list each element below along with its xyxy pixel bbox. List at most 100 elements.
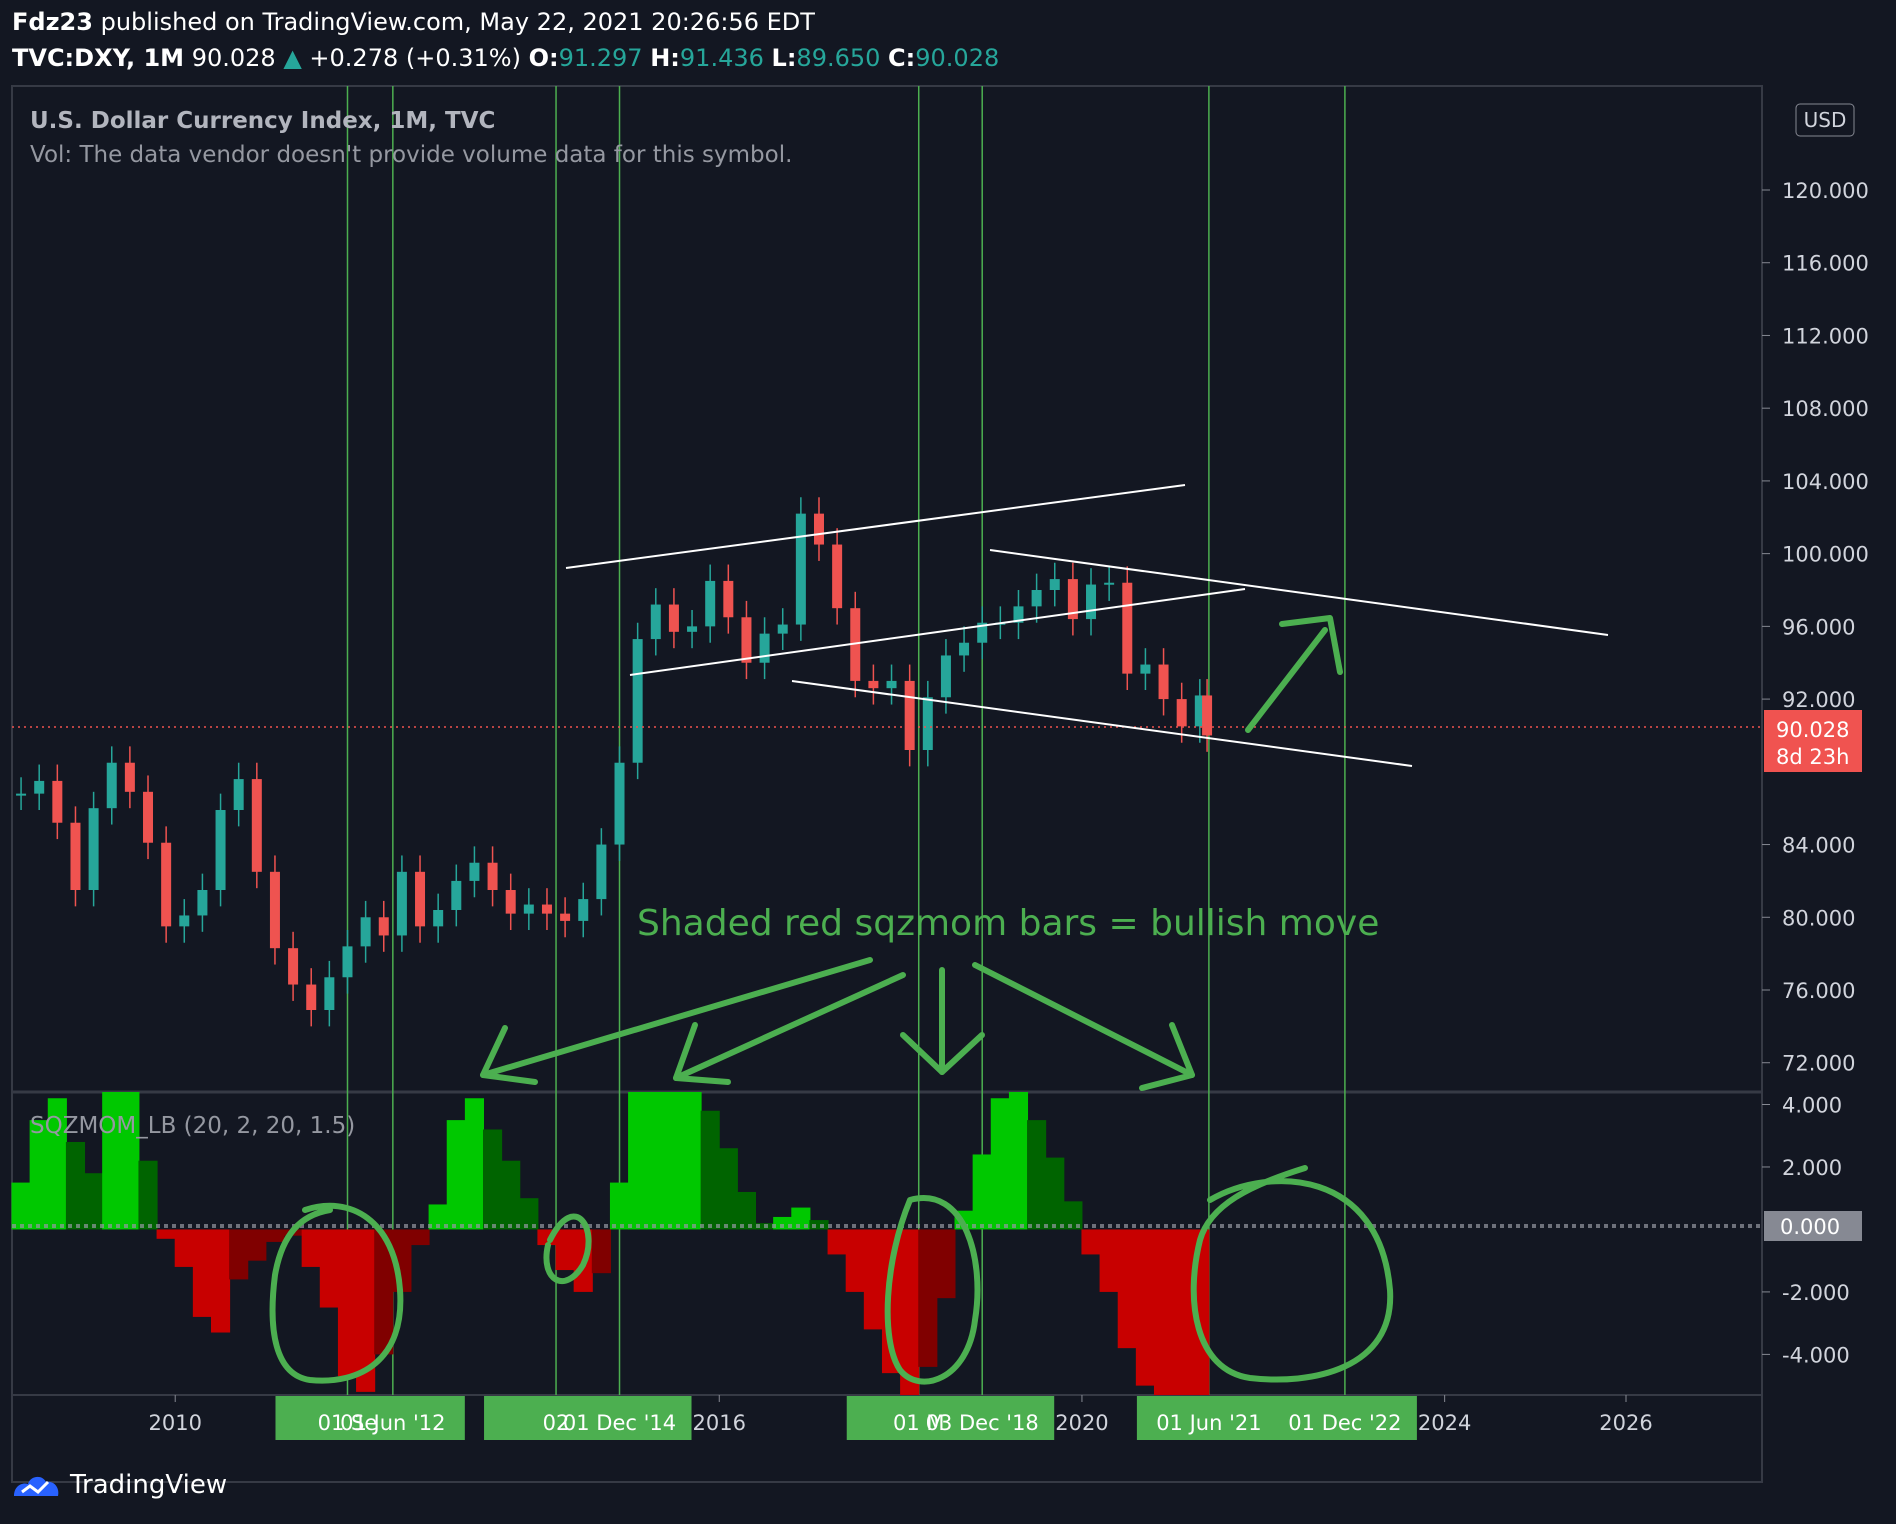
momentum-tick-label: 2.000 bbox=[1782, 1156, 1842, 1180]
momentum-bar bbox=[428, 1204, 448, 1230]
momentum-bar bbox=[1135, 1229, 1155, 1386]
circle-2018 bbox=[884, 1195, 981, 1385]
candle-body bbox=[904, 680, 915, 750]
vertical-green-lines bbox=[346, 86, 1346, 1395]
time-tick-label: 2020 bbox=[1055, 1411, 1108, 1435]
price-tick-label: 120.000 bbox=[1782, 179, 1869, 203]
momentum-bar bbox=[682, 1092, 702, 1230]
time-tick-label: 2016 bbox=[693, 1411, 746, 1435]
circle-2011 bbox=[269, 1202, 404, 1384]
price-tick-label: 72.000 bbox=[1782, 1052, 1855, 1076]
momentum-bar bbox=[863, 1229, 883, 1330]
momentum-bar bbox=[483, 1129, 503, 1230]
candle-body bbox=[1086, 584, 1097, 620]
price-candles bbox=[16, 497, 1213, 1027]
brand-name[interactable]: TradingView bbox=[70, 1470, 228, 1500]
candle-body bbox=[578, 899, 589, 921]
candle-body bbox=[650, 604, 661, 640]
momentum-bar bbox=[791, 1207, 811, 1230]
candle-body bbox=[1049, 579, 1060, 590]
date-badge-1 bbox=[484, 1396, 692, 1440]
low-value: 89.650 bbox=[796, 44, 881, 72]
momentum-bar bbox=[1172, 1229, 1192, 1395]
price-tick-label: 112.000 bbox=[1782, 324, 1869, 348]
momentum-bar bbox=[356, 1229, 376, 1392]
channel-lower-line[interactable] bbox=[629, 588, 1246, 676]
candle-body bbox=[759, 633, 770, 663]
candle-body bbox=[269, 871, 280, 949]
momentum-bar bbox=[1008, 1092, 1029, 1230]
candle-body bbox=[1158, 664, 1169, 700]
momentum-bar bbox=[120, 1092, 140, 1230]
candle-body bbox=[813, 513, 824, 545]
candle-body bbox=[215, 810, 226, 890]
trend-lines bbox=[565, 484, 1609, 767]
close-value: 90.028 bbox=[915, 44, 1000, 72]
candle-body bbox=[415, 871, 426, 927]
time-axis: 2010 2016 2020 2024 2026 bbox=[148, 1395, 1653, 1435]
momentum-bar bbox=[1081, 1229, 1101, 1255]
candle-body bbox=[1013, 606, 1024, 623]
candle-body bbox=[342, 946, 353, 978]
date-badge-label: 01 Se bbox=[318, 1411, 378, 1435]
up-arrow-shaft bbox=[1245, 627, 1328, 733]
last-price-badge-value: 90.028 bbox=[1776, 718, 1849, 742]
momentum-bar bbox=[1045, 1157, 1065, 1230]
momentum-bar bbox=[84, 1173, 104, 1230]
momentum-bar bbox=[446, 1120, 466, 1230]
momentum-bar bbox=[609, 1182, 630, 1230]
candle-body bbox=[34, 780, 45, 794]
time-tick-label: 2024 bbox=[1418, 1411, 1471, 1435]
candle-body bbox=[124, 762, 135, 792]
annotation-text: Shaded red sqzmom bars = bullish move bbox=[637, 903, 1379, 944]
candle-body bbox=[614, 762, 625, 845]
momentum-bar bbox=[591, 1229, 611, 1274]
price-tick-label: 116.000 bbox=[1782, 252, 1869, 276]
chart-frame bbox=[11, 85, 1763, 1483]
candle-body bbox=[16, 793, 27, 796]
price-tick-label: 80.000 bbox=[1782, 906, 1855, 930]
momentum-bar bbox=[464, 1098, 485, 1230]
time-tick-label: 2026 bbox=[1599, 1411, 1652, 1435]
high-value: 91.436 bbox=[679, 44, 764, 72]
candle-body bbox=[1122, 582, 1133, 674]
date-badge-2 bbox=[846, 1396, 1055, 1440]
currency-badge[interactable] bbox=[1795, 103, 1855, 137]
volume-note: Vol: The data vendor doesn't provide vol… bbox=[30, 142, 792, 168]
candle-body bbox=[1031, 590, 1042, 607]
momentum-bar bbox=[501, 1160, 521, 1230]
zero-badge bbox=[1764, 1211, 1862, 1241]
countdown-label: 8d 23h bbox=[1776, 745, 1849, 769]
arrowhead-2014 bbox=[673, 1022, 731, 1085]
candle-body bbox=[1140, 664, 1151, 674]
author-name[interactable]: Fdz23 bbox=[12, 8, 93, 36]
date-badge-label: 03 Dec '18 bbox=[926, 1411, 1039, 1435]
candle-body bbox=[288, 948, 299, 985]
momentum-bar bbox=[827, 1229, 847, 1255]
low-label: L: bbox=[771, 44, 797, 72]
candle-body bbox=[52, 780, 63, 823]
price-tick-label: 76.000 bbox=[1782, 979, 1855, 1003]
channel-upper-line[interactable] bbox=[565, 484, 1186, 569]
date-badge-label: 01 M bbox=[893, 1411, 945, 1435]
candle-body bbox=[396, 871, 407, 936]
candle-body bbox=[70, 822, 81, 890]
candle-body bbox=[777, 624, 788, 634]
candle-body bbox=[596, 844, 607, 900]
tradingview-logo-icon[interactable] bbox=[12, 1470, 62, 1500]
candle-body bbox=[360, 917, 371, 947]
momentum-bar bbox=[29, 1120, 49, 1230]
momentum-tick-label: -2.000 bbox=[1782, 1281, 1850, 1305]
momentum-bar bbox=[374, 1229, 394, 1355]
down-channel-lower-line[interactable] bbox=[791, 680, 1413, 767]
down-channel-upper-line[interactable] bbox=[989, 549, 1609, 636]
momentum-bar bbox=[1153, 1229, 1174, 1395]
circle-2014 bbox=[543, 1213, 592, 1285]
candle-body bbox=[469, 862, 480, 881]
candle-body bbox=[832, 544, 843, 609]
candle-body bbox=[541, 904, 552, 914]
symbol-label: TVC:DXY, 1M bbox=[12, 44, 185, 72]
candle-body bbox=[233, 779, 244, 810]
